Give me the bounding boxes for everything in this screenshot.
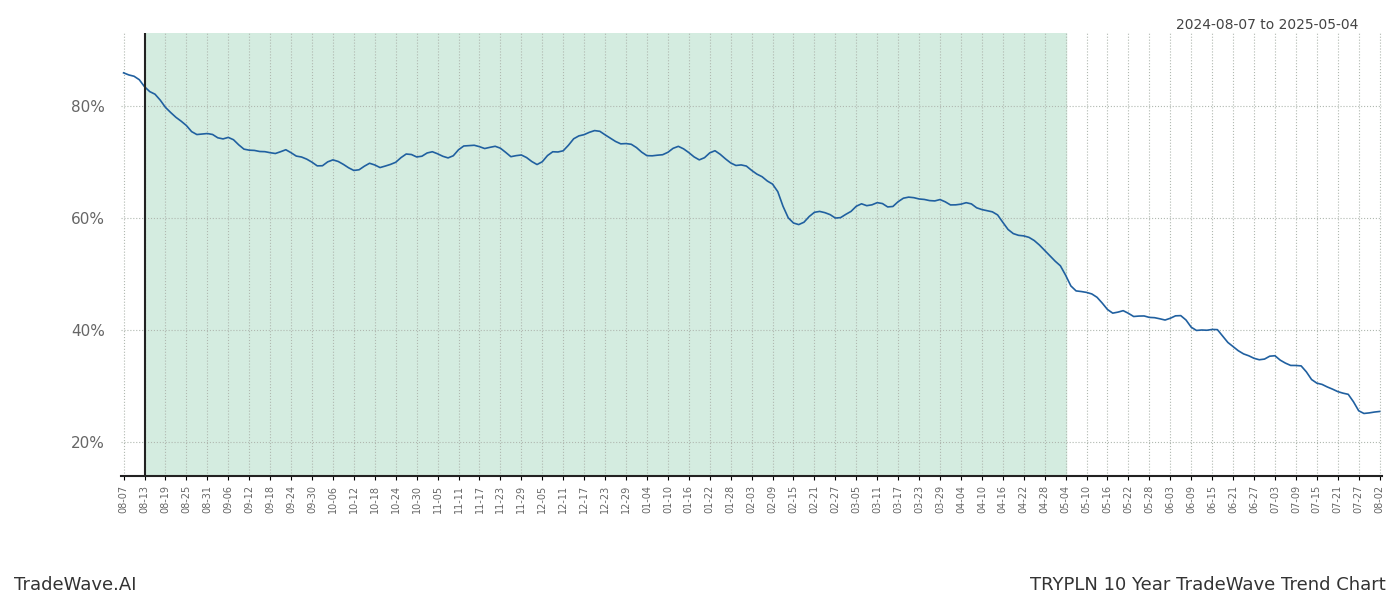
Text: 2024-08-07 to 2025-05-04: 2024-08-07 to 2025-05-04: [1176, 18, 1358, 32]
Text: TradeWave.AI: TradeWave.AI: [14, 576, 137, 594]
Bar: [144, 33, 1065, 476]
Text: TRYPLN 10 Year TradeWave Trend Chart: TRYPLN 10 Year TradeWave Trend Chart: [1030, 576, 1386, 594]
